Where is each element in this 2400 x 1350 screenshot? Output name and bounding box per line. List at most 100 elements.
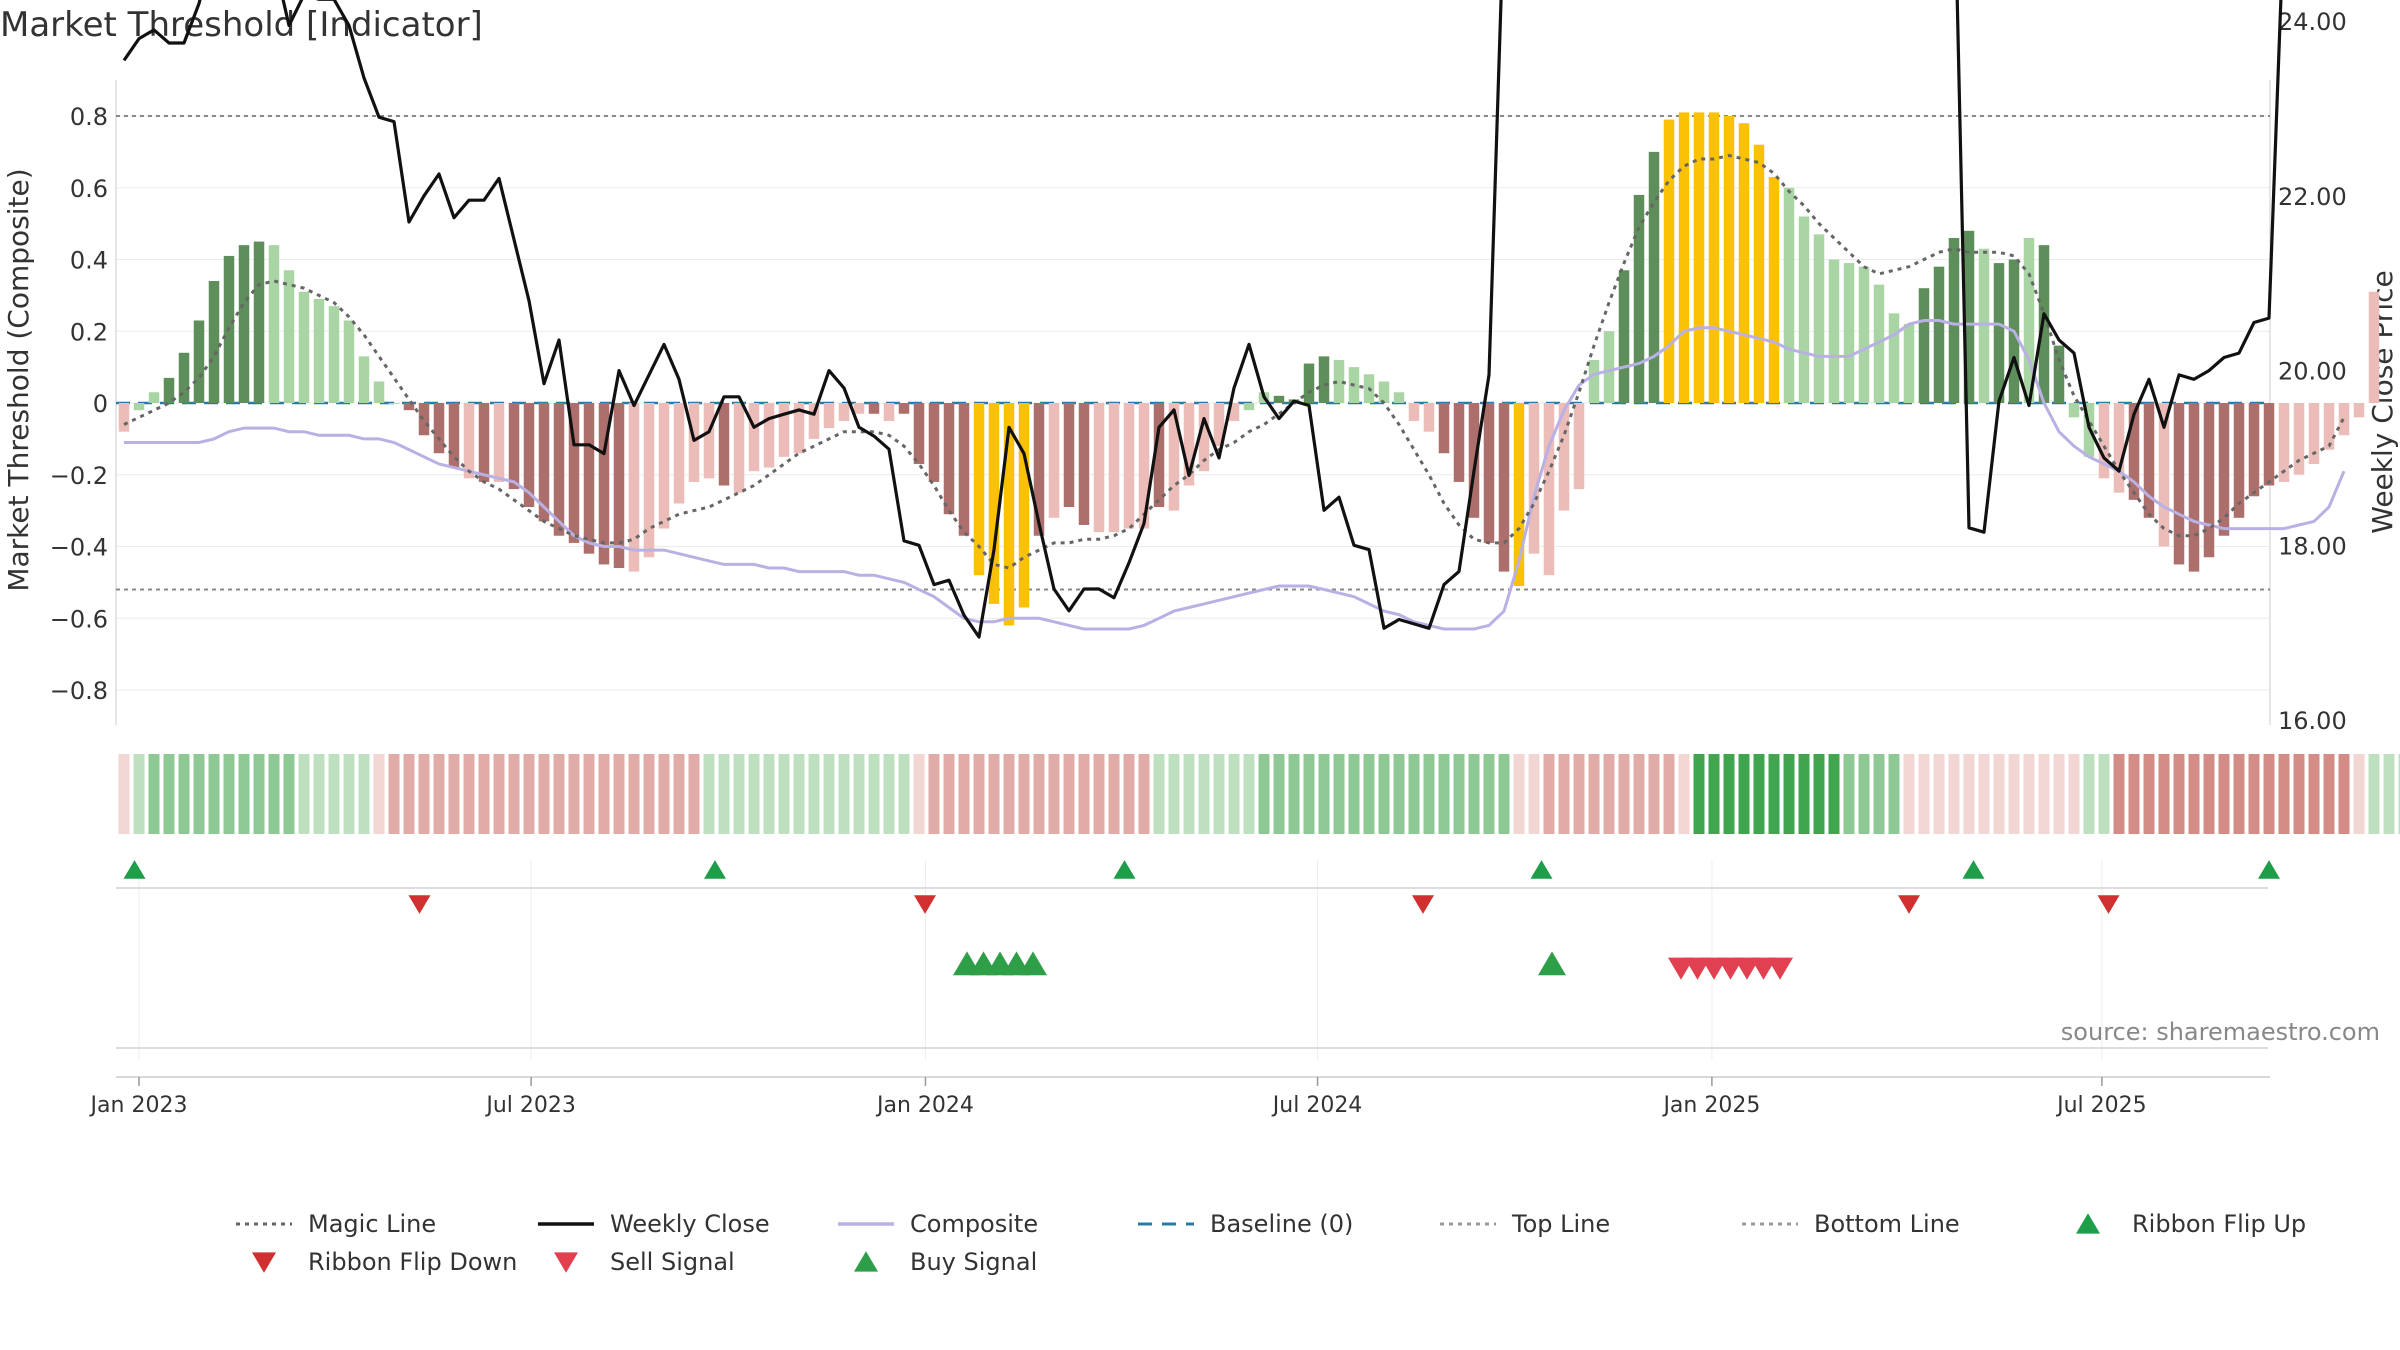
ribbon-cell	[823, 754, 835, 834]
ribbon-cell	[2098, 754, 2110, 834]
ribbon-cell	[2323, 754, 2335, 834]
composite-bar	[703, 403, 715, 479]
y-tick-label: −0.2	[50, 462, 108, 490]
composite-bar	[478, 403, 490, 482]
ribbon-cell	[1408, 754, 1420, 834]
composite-bar	[1228, 403, 1240, 421]
ribbon-cell	[628, 754, 640, 834]
composite-bar	[928, 403, 940, 482]
composite-bar	[733, 403, 745, 493]
composite-bar	[2218, 403, 2230, 536]
ribbon-cell	[673, 754, 685, 834]
composite-bar	[1003, 403, 1015, 626]
ribbon-cell	[1498, 754, 1510, 834]
composite-bar	[1453, 403, 1465, 482]
ribbon-cell	[1888, 754, 1900, 834]
composite-bar	[1468, 403, 1480, 518]
ribbon-cell	[1693, 754, 1705, 834]
ribbon-cell	[658, 754, 670, 834]
ribbon-cell	[1513, 754, 1525, 834]
ribbon-flip-up-marker	[123, 860, 146, 879]
buy-signal-marker	[1538, 951, 1566, 976]
y-tick-label: 0	[93, 390, 108, 418]
composite-bar	[1783, 187, 1795, 403]
legend-label: Ribbon Flip Down	[308, 1248, 517, 1276]
ribbon-cell	[1828, 754, 1840, 834]
composite-bar	[163, 377, 175, 403]
legend: Magic Line Weekly Close Composite Baseline …	[236, 1210, 2306, 1276]
ribbon-cell	[208, 754, 220, 834]
composite-bar	[2038, 245, 2050, 403]
ribbon-cell	[2353, 754, 2365, 834]
composite-bar	[943, 403, 955, 515]
ribbon-cell	[2383, 754, 2395, 834]
sell-signal-marker	[1684, 957, 1711, 980]
ribbon-cell	[403, 754, 415, 834]
y-axis-ticks: 0.8 0.6 0.4 0.2 0 −0.2 −0.4 −0.6 −0.8	[50, 103, 108, 705]
composite-bar	[523, 403, 535, 508]
legend-item: Weekly Close	[538, 1210, 770, 1238]
composite-bar	[1063, 403, 1075, 508]
ribbon-cell	[598, 754, 610, 834]
ribbon-cell	[1618, 754, 1630, 834]
x-tick-label: Jan 2023	[89, 1093, 188, 1118]
composite-bar	[793, 403, 805, 454]
ribbon-cell	[2248, 754, 2260, 834]
ribbon-cell	[388, 754, 400, 834]
legend-item: Top Line	[1440, 1210, 1610, 1238]
ribbon-cell	[418, 754, 430, 834]
magic-line	[123, 153, 2346, 570]
composite-bar	[433, 403, 445, 454]
ribbon-cell	[2188, 754, 2200, 834]
ribbon-cell	[133, 754, 145, 834]
composite-bar	[403, 403, 415, 411]
ribbon-cell	[1078, 754, 1090, 834]
composite-bar	[1993, 263, 2005, 403]
composite-bar	[2278, 403, 2290, 482]
composite-bar	[973, 403, 985, 576]
ribbon-cell	[1213, 754, 1225, 834]
ribbon-flip-down-marker	[1412, 895, 1434, 914]
composite-bar	[358, 356, 370, 403]
composite-bar	[1198, 403, 1210, 472]
ribbon-cell	[2278, 754, 2290, 834]
composite-bar	[823, 403, 835, 429]
composite-bar	[1318, 356, 1330, 403]
composite-bar	[1273, 395, 1285, 403]
legend-item: Buy Signal	[854, 1248, 1037, 1276]
legend-label: Top Line	[1511, 1210, 1610, 1238]
ribbon-cell	[1243, 754, 1255, 834]
ribbon-cell	[508, 754, 520, 834]
ribbon-cell	[1153, 754, 1165, 834]
composite-bar	[298, 291, 310, 403]
ribbon-flip-up-marker	[1530, 860, 1553, 879]
ribbon-cell	[1468, 754, 1480, 834]
y-tick-label: −0.6	[50, 605, 108, 633]
composite-bar	[1948, 237, 1960, 403]
ribbon-cell	[193, 754, 205, 834]
legend-item: Magic Line	[236, 1210, 436, 1238]
composite-bar	[343, 320, 355, 403]
legend-label: Buy Signal	[910, 1248, 1037, 1276]
y-tick-label: 0.2	[70, 318, 108, 346]
ribbon-cell	[1813, 754, 1825, 834]
composite-bar	[763, 403, 775, 468]
composite-bar	[2098, 403, 2110, 479]
ribbon-cell	[1573, 754, 1585, 834]
legend-item: Sell Signal	[554, 1248, 735, 1276]
ribbon-cell	[463, 754, 475, 834]
buy-signal-marker	[1019, 951, 1047, 976]
weekly-close-line	[122, 0, 2283, 639]
y2-tick-label: 22.00	[2278, 183, 2347, 211]
ribbon-cell	[2203, 754, 2215, 834]
composite-bar	[1168, 403, 1180, 511]
composite-bar	[688, 403, 700, 482]
composite-bar	[1693, 112, 1705, 403]
composite-bar	[718, 403, 730, 486]
composite-bar	[538, 403, 550, 522]
ribbon-cell	[583, 754, 595, 834]
ribbon-cell	[763, 754, 775, 834]
ribbon-cell	[2143, 754, 2155, 834]
legend-swatch	[554, 1252, 578, 1273]
sell-signal-marker	[1750, 957, 1777, 980]
